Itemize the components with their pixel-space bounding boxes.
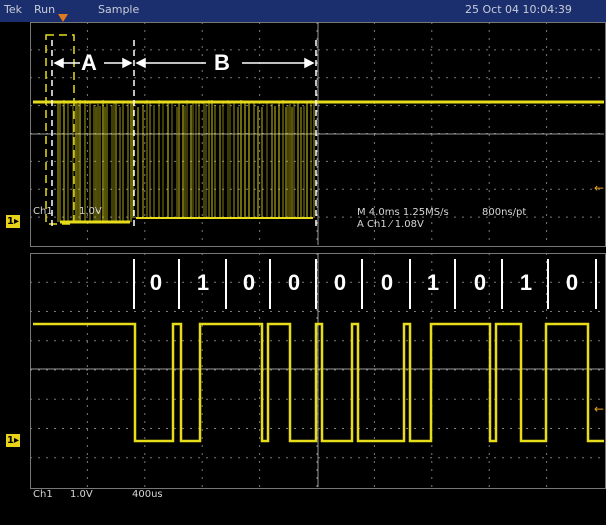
bit-label: 0 (565, 270, 579, 295)
bit-label: 0 (333, 270, 347, 295)
timebase-readout: M 4.0ms 1.25MS/s (357, 207, 449, 218)
bit-label: 1 (196, 270, 210, 295)
lower-channel-label: Ch1 (33, 489, 53, 500)
bit-label: 0 (149, 270, 163, 295)
status-bar: Tek Run Sample 25 Oct 04 10:04:39 (0, 0, 606, 22)
bit-separators (133, 259, 597, 309)
trigger-readout: A Ch1 ⁄ 1.08V (357, 219, 424, 230)
upper-grid (30, 22, 604, 245)
upper-trace (33, 100, 604, 224)
upper-trigger-level-icon[interactable]: ← (594, 181, 605, 195)
lower-timebase: 400us (132, 489, 163, 500)
bit-label: 0 (380, 270, 394, 295)
run-state[interactable]: Run (34, 3, 56, 16)
lower-channel1-marker[interactable]: 1▸ (6, 434, 20, 447)
brand-label: Tek (4, 3, 22, 16)
lower-trace (33, 322, 604, 443)
bit-values: 0 1 0 0 0 0 1 0 1 0 (0, 270, 606, 300)
segment-annotations (45, 34, 317, 228)
acquisition-mode[interactable]: Sample (98, 3, 140, 16)
upper-channel1-marker[interactable]: 1▸ (6, 215, 20, 228)
lower-trigger-level-icon[interactable]: ← (594, 402, 605, 416)
bit-label: 0 (242, 270, 256, 295)
bit-label: 1 (519, 270, 533, 295)
bit-label: 0 (473, 270, 487, 295)
lower-channel-scale: 1.0V (70, 489, 93, 500)
bit-label: 1 (426, 270, 440, 295)
point-rate-readout: 800ns/pt (482, 207, 527, 218)
segment-b-label: B (214, 50, 230, 75)
segment-a-label: A (81, 50, 97, 75)
trigger-position-icon (58, 14, 68, 22)
upper-channel-label: Ch1 (33, 206, 53, 217)
datetime: 25 Oct 04 10:04:39 (465, 3, 572, 16)
upper-channel-scale: 1.0V (79, 206, 102, 217)
bit-label: 0 (287, 270, 301, 295)
